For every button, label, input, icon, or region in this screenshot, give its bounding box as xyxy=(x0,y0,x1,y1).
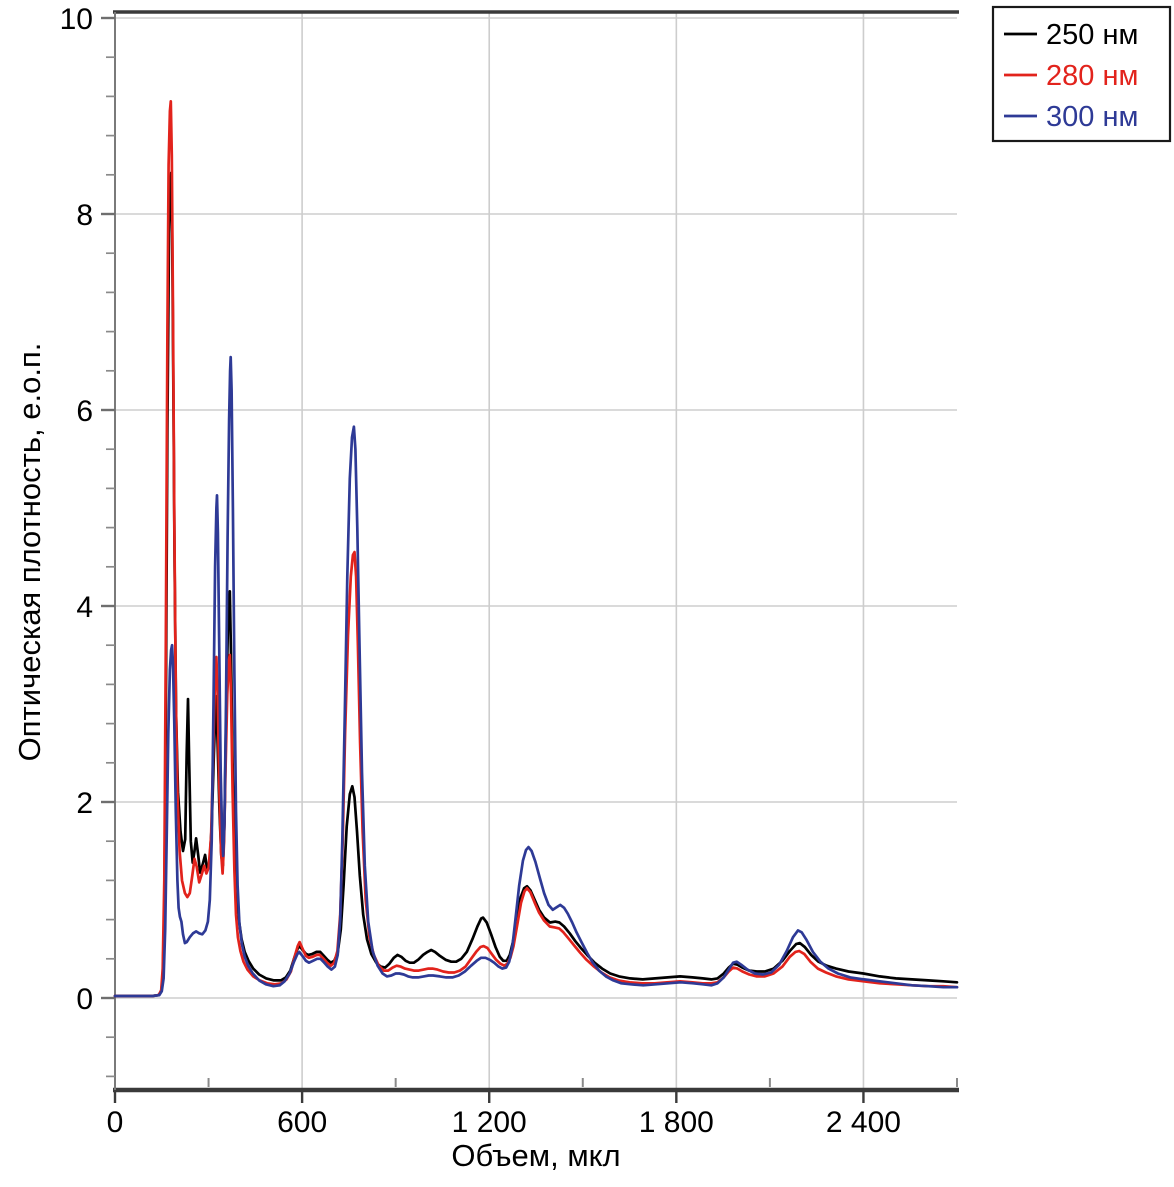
x-tick-label: 2 400 xyxy=(826,1106,901,1139)
grid-layer xyxy=(115,13,957,1088)
x-tick-label: 600 xyxy=(277,1106,327,1139)
legend-item-label: 300 нм xyxy=(1046,101,1138,133)
x-tick-label: 0 xyxy=(107,1106,124,1139)
y-tick-label: 2 xyxy=(76,787,93,820)
tick-label-layer: 0 2 4 6 8 10 0 600 1 200 1 800 2 400 xyxy=(60,3,901,1139)
x-axis-title: Объем, мкл xyxy=(451,1138,620,1173)
legend-item-label: 250 нм xyxy=(1046,19,1138,51)
tick-layer xyxy=(101,16,958,1103)
series-line-250нм xyxy=(113,171,959,998)
axes-frame-layer xyxy=(113,10,959,1093)
y-tick-label: 4 xyxy=(76,591,93,624)
x-tick-label: 1 800 xyxy=(639,1106,714,1139)
x-tick-label: 1 200 xyxy=(452,1106,527,1139)
y-tick-label: 0 xyxy=(76,983,93,1016)
y-tick-label: 10 xyxy=(60,3,93,36)
y-tick-label: 8 xyxy=(76,199,93,232)
y-axis-title: Оптическая плотность, е.о.п. xyxy=(12,343,47,762)
y-tick-label: 6 xyxy=(76,395,93,428)
series-layer xyxy=(113,99,959,998)
legend: 250 нм 280 нм 300 нм xyxy=(991,5,1172,143)
series-line-300нм xyxy=(113,355,959,998)
legend-item-label: 280 нм xyxy=(1046,60,1138,92)
